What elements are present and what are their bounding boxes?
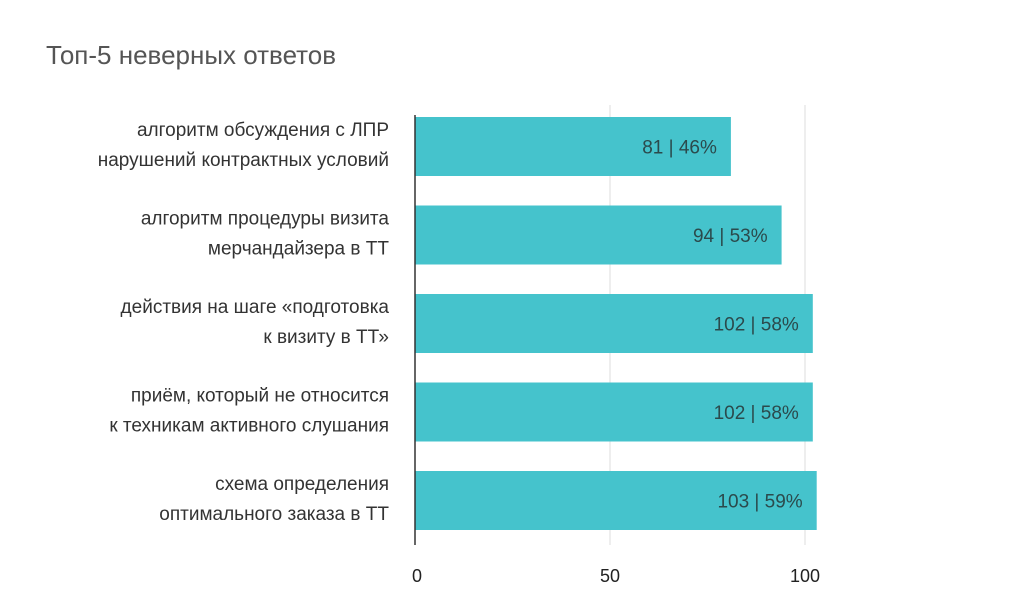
x-tick-label: 50 <box>600 566 620 586</box>
data-label: 81 | 46% <box>642 138 717 159</box>
category-label: к визиту в ТТ» <box>263 327 389 348</box>
x-tick-label: 100 <box>790 566 820 586</box>
category-label: оптимального заказа в ТТ <box>159 504 389 525</box>
category-label: схема определения <box>215 474 389 495</box>
data-label: 94 | 53% <box>693 226 768 247</box>
data-label: 102 | 58% <box>714 403 799 424</box>
category-label: алгоритм обсуждения с ЛПР <box>137 120 389 141</box>
bar <box>415 471 817 530</box>
bar <box>415 117 731 176</box>
category-label: к техникам активного слушания <box>109 416 389 437</box>
data-label: 102 | 58% <box>714 315 799 336</box>
x-tick-label: 0 <box>412 566 422 586</box>
data-label: 103 | 59% <box>717 492 802 513</box>
category-label: мерчандайзера в ТТ <box>208 239 389 260</box>
category-label: приём, который не относится <box>131 386 389 407</box>
category-label: алгоритм процедуры визита <box>141 209 390 230</box>
category-label: действия на шаге «подготовка <box>121 297 390 318</box>
chart-title: Топ-5 неверных ответов <box>46 40 337 70</box>
bar <box>415 294 813 353</box>
bar <box>415 382 813 442</box>
bar <box>415 205 782 265</box>
category-label: нарушений контрактных условий <box>98 150 389 171</box>
